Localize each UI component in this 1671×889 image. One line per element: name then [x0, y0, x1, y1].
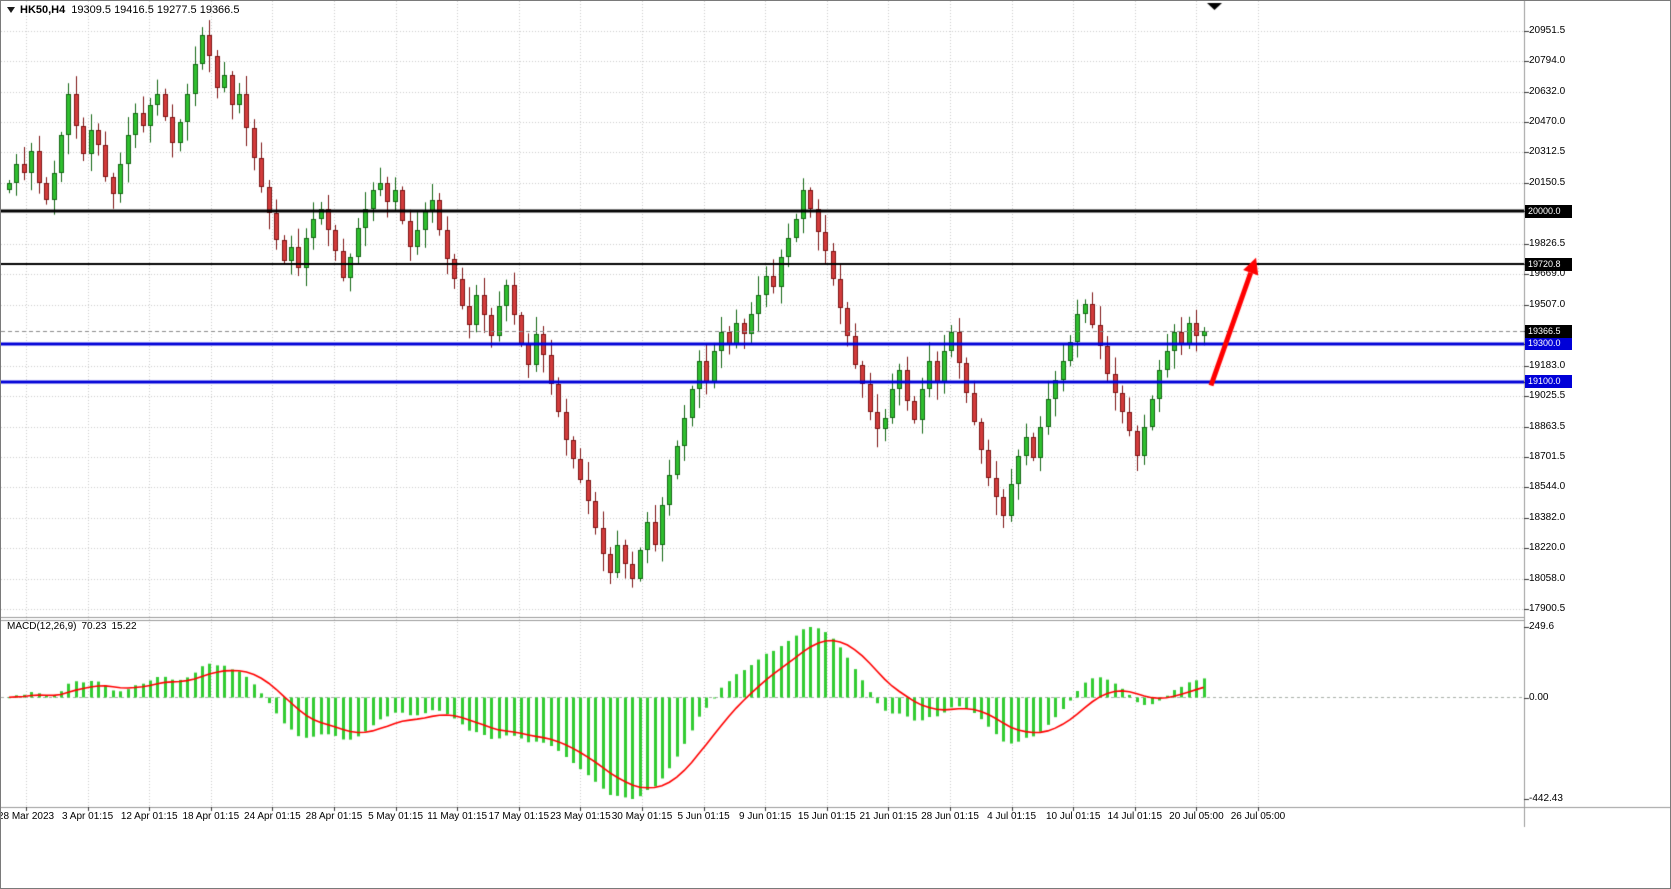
hline-price-badge[interactable]: 19100.0 — [1525, 375, 1572, 389]
hline-price-badge[interactable]: 19720.8 — [1525, 257, 1572, 271]
hline-price-badge[interactable]: 20000.0 — [1525, 204, 1572, 218]
macd-indicator-label: MACD(12,26,9) 70.23 15.22 — [7, 621, 137, 632]
macd-signal-value: 15.22 — [111, 621, 137, 632]
symbol-period-label: HK50,H4 — [20, 4, 66, 16]
ohlc-values: 19309.5 19416.5 19277.5 19366.5 — [71, 4, 240, 16]
hline-price-badge[interactable]: 19300.0 — [1525, 337, 1572, 351]
current-price-badge[interactable]: 19366.5 — [1525, 324, 1572, 338]
macd-name: MACD(12,26,9) — [7, 621, 77, 632]
chart-dropdown-icon[interactable] — [7, 7, 15, 13]
chart-symbol-info: HK50,H4 19309.5 19416.5 19277.5 19366.5 — [7, 3, 239, 17]
macd-value: 70.23 — [81, 621, 107, 632]
